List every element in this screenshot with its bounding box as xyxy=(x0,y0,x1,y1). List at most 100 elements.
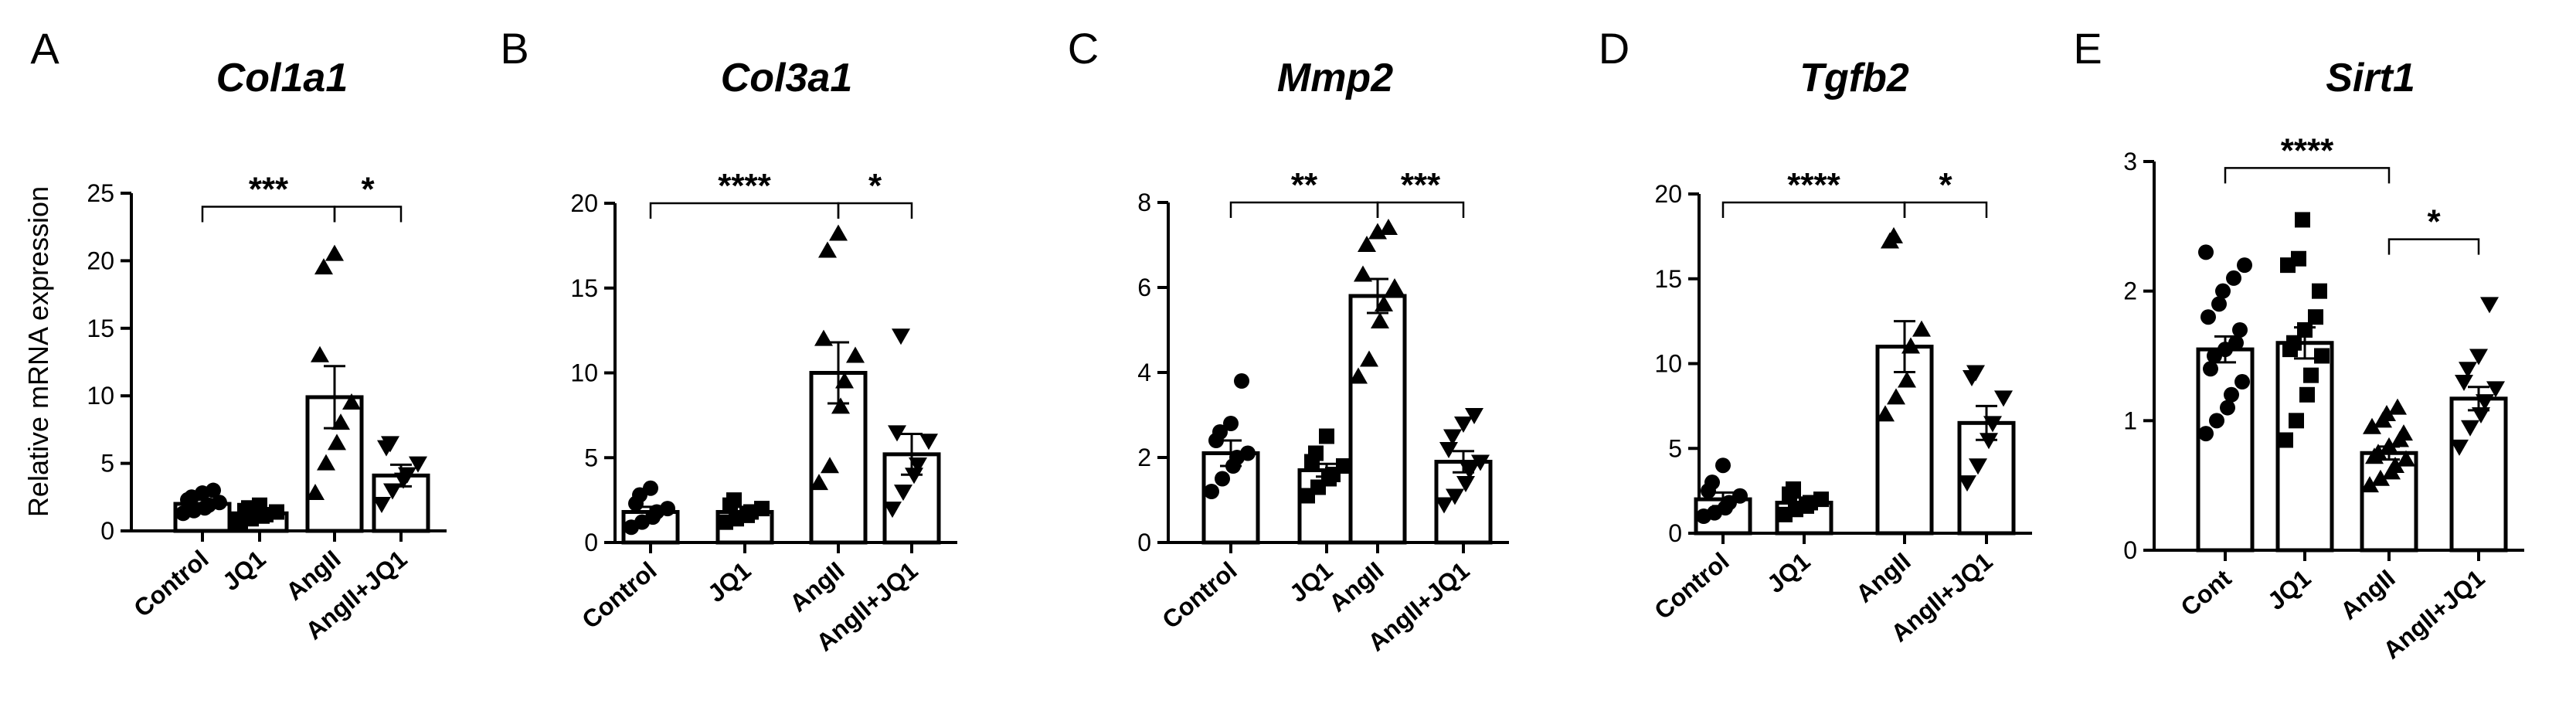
panel-d-data-point xyxy=(1884,226,1903,243)
panel-e-significance-label: **** xyxy=(2281,131,2334,169)
panel-e-data-point xyxy=(2469,349,2488,366)
panel-a-data-point xyxy=(206,482,221,498)
panel-e-data-point xyxy=(2486,381,2505,398)
panel-c-data-point xyxy=(1446,488,1464,505)
panel-e-data-point xyxy=(2394,424,2413,441)
panel-c-title: Mmp2 xyxy=(1277,56,1393,100)
panel-e-significance-bracket xyxy=(2224,167,2391,184)
panel-d-data-point xyxy=(1958,475,1976,492)
panel-b-data-point xyxy=(919,434,938,451)
panel-a-letter: A xyxy=(30,24,59,73)
panel-d-data-point xyxy=(1786,481,1801,497)
panel-c-significance-label: *** xyxy=(1401,166,1441,204)
panel-b-significance-label: **** xyxy=(718,167,771,205)
panel-c-data-point xyxy=(1454,417,1473,433)
panel-e-data-point xyxy=(2234,374,2250,390)
panel-d-data-point xyxy=(1983,416,2002,433)
panel-a-significance-label: *** xyxy=(249,170,289,208)
panel-b-data-point xyxy=(810,474,828,491)
panel-e-significance-label: * xyxy=(2427,203,2441,241)
panel-d-significance-bracket xyxy=(1721,201,1906,218)
panel-a-data-point xyxy=(212,495,227,511)
panel-d-data-point xyxy=(1966,365,1985,382)
panel-d-category-label: AngII xyxy=(1850,547,1915,608)
panel-c-data-point xyxy=(1349,367,1368,384)
panel-c-data-point xyxy=(1215,471,1230,487)
panel-c-data-point xyxy=(1465,408,1483,424)
panel-b-data-point xyxy=(643,480,658,496)
panel-c-data-point xyxy=(1234,373,1249,389)
panel-a-data-point xyxy=(314,258,333,275)
panel-d-data-point xyxy=(1704,474,1720,491)
panel-b-bar xyxy=(809,371,868,545)
panel-e-data-point xyxy=(2314,348,2330,364)
panel-c-significance-bracket xyxy=(1376,201,1465,218)
panel-b-significance-bracket xyxy=(837,202,913,219)
panel-c-category-label: AngII xyxy=(1324,556,1388,617)
panel-d-data-point xyxy=(1732,488,1748,504)
panel-c-y-tick-label: 0 xyxy=(1137,529,1151,556)
panel-b-significance-label: * xyxy=(868,167,882,205)
panel-a-significance-bracket xyxy=(201,206,336,223)
panel-e-bar xyxy=(2449,396,2508,553)
panel-a-significance-label: * xyxy=(361,170,375,208)
panel-c-data-point xyxy=(1371,312,1389,328)
panel-d-data-point xyxy=(1876,405,1895,422)
panel-e-data-point xyxy=(2198,426,2214,442)
panel-d-data-point xyxy=(1715,457,1731,474)
panel-c-data-point xyxy=(1319,428,1334,444)
panel-e-category-label: JQ1 xyxy=(2262,564,2316,615)
panel-e-data-point xyxy=(2450,439,2469,456)
panel-e-data-point xyxy=(2461,420,2479,437)
panel-e-data-point xyxy=(2224,386,2239,403)
panel-e-data-point xyxy=(2363,417,2381,434)
panel-b-data-point xyxy=(831,397,850,414)
panel-b-data-point xyxy=(829,224,848,241)
panel-a-data-point xyxy=(317,454,335,471)
panel-e-data-point xyxy=(2228,335,2244,351)
panel-e-data-point xyxy=(2480,297,2499,314)
panel-a-y-tick-label: 25 xyxy=(87,179,114,207)
panel-b-y-tick-label: 0 xyxy=(584,529,598,556)
panel-d-data-point xyxy=(1994,390,2013,407)
panel-c-data-point xyxy=(1358,236,1376,252)
panel-c-y-tick-label: 2 xyxy=(1137,444,1151,471)
panel-b-data-point xyxy=(883,502,902,519)
panel-b-data-point xyxy=(892,328,910,345)
panel-d-significance-label: * xyxy=(1939,166,1952,204)
panel-a-y-tick-label: 0 xyxy=(100,517,114,545)
panel-e-y-tick-label: 0 xyxy=(2123,536,2137,564)
panel-c-data-point xyxy=(1308,445,1324,461)
panel-d-data-point xyxy=(1813,491,1829,508)
panel-e-title: Sirt1 xyxy=(2326,56,2415,100)
panel-c-significance-bracket xyxy=(1229,201,1379,218)
panel-e-data-point xyxy=(2369,444,2387,461)
panel-e-data-point xyxy=(2371,469,2390,486)
panel-e-data-point xyxy=(2200,309,2216,325)
panel-e-data-point xyxy=(2377,404,2396,421)
panel-d-y-tick-label: 10 xyxy=(1654,350,1682,378)
panel-a-data-point xyxy=(398,467,416,484)
panel-c-data-point xyxy=(1212,424,1228,440)
panel-e-y-tick-label: 3 xyxy=(2123,148,2137,175)
panel-e-data-point xyxy=(2237,257,2252,274)
panel-a-data-point xyxy=(331,413,350,430)
panel-d-y-tick-label: 20 xyxy=(1654,180,1682,208)
panel-b-data-point xyxy=(909,457,927,474)
panel-b-y-tick-label: 20 xyxy=(570,189,598,217)
panel-e-data-point xyxy=(2459,362,2477,379)
panel-b-data-point xyxy=(888,425,906,442)
panel-c-data-point xyxy=(1443,429,1462,446)
panel-c-significance-label: ** xyxy=(1291,166,1318,204)
panel-b-category-label: JQ1 xyxy=(702,556,756,607)
panel-e-significance-bracket xyxy=(2387,238,2480,255)
panel-b-y-tick-label: 10 xyxy=(570,359,598,387)
panel-e-data-point xyxy=(2308,309,2323,325)
panel-a-data-point xyxy=(409,456,427,473)
panel-d-data-point xyxy=(1912,320,1931,337)
panel-d-significance-label: **** xyxy=(1787,166,1840,204)
panel-c-data-point xyxy=(1385,278,1404,294)
panel-b-significance-bracket xyxy=(649,202,840,219)
panel-b-data-point xyxy=(821,457,839,474)
panel-c-data-point xyxy=(1379,219,1398,235)
